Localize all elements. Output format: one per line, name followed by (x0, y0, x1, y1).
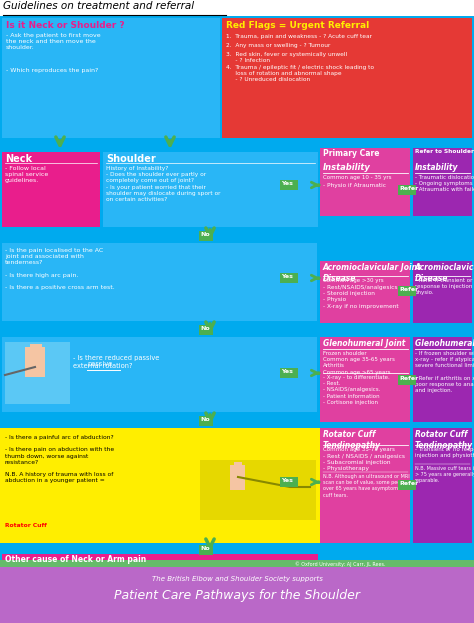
Text: Refer: Refer (399, 186, 418, 191)
Text: - Traumatic dislocation
- Ongoing symptoms
- Atraumatic with failed physio: - Traumatic dislocation - Ongoing sympto… (415, 175, 474, 193)
Text: - Rest/NSAIDS/analgesics
- Steroid injection
- Physio
- X-ray if no improvement: - Rest/NSAIDS/analgesics - Steroid injec… (323, 285, 399, 308)
Bar (5, 342, 70, 404)
Bar (199, 416, 213, 426)
Text: Glenohumeral Joint: Glenohumeral Joint (323, 339, 405, 348)
Text: passive: passive (87, 361, 112, 367)
Text: - Is the pain localised to the AC
joint and associated with
tenderness?

- Is th: - Is the pain localised to the AC joint … (5, 248, 115, 290)
Text: Common age 10 - 35 yrs: Common age 10 - 35 yrs (323, 175, 392, 180)
Bar (280, 477, 298, 487)
Text: Acromioclavicular Joint
Disease: Acromioclavicular Joint Disease (323, 263, 422, 283)
Text: Glenohumeral Joint: Glenohumeral Joint (415, 339, 474, 348)
Text: Frozen shoulder
Common age 35-65 years
Arthritis
Common age >65 years: Frozen shoulder Common age 35-65 years A… (323, 351, 395, 374)
Bar (222, 18, 472, 138)
Text: Yes: Yes (281, 478, 293, 483)
Bar (0, 428, 320, 543)
Bar (199, 325, 213, 335)
Text: Rotator Cuff: Rotator Cuff (5, 523, 47, 528)
Text: Shoulder: Shoulder (106, 154, 156, 164)
Bar (320, 337, 410, 422)
Bar (413, 337, 472, 422)
Text: Yes: Yes (281, 274, 293, 279)
Bar (230, 465, 245, 490)
Text: Is it Neck or Shoulder ?: Is it Neck or Shoulder ? (6, 21, 125, 30)
Bar (2, 18, 220, 138)
Text: Yes: Yes (281, 369, 293, 374)
Bar (2, 554, 318, 568)
Bar (280, 180, 298, 190)
Text: Refer: Refer (399, 481, 418, 486)
Text: Common age >30 yrs: Common age >30 yrs (323, 278, 383, 283)
Bar (413, 428, 472, 543)
Text: Guidelines on treatment and referral: Guidelines on treatment and referral (3, 1, 194, 11)
Bar (398, 185, 416, 195)
Bar (103, 152, 318, 227)
Text: © Oxford University: AJ Carr, JL Rees.: © Oxford University: AJ Carr, JL Rees. (295, 561, 385, 567)
Bar (234, 462, 242, 470)
Text: Refer to Shoulder Clinic: Refer to Shoulder Clinic (415, 149, 474, 154)
Bar (398, 375, 416, 385)
Bar (398, 286, 416, 296)
Bar (25, 347, 45, 377)
Text: Refer: Refer (399, 287, 418, 292)
Text: 3.  Red skin, fever or systemically unwell
     - ? Infection: 3. Red skin, fever or systemically unwel… (226, 52, 347, 63)
Bar (320, 148, 410, 161)
Text: Rotator Cuff
Tendinopathy: Rotator Cuff Tendinopathy (323, 430, 381, 450)
Bar (320, 261, 410, 323)
Text: Common age 35-75 years: Common age 35-75 years (323, 447, 395, 452)
Text: Patient Care Pathways for the Shoulder: Patient Care Pathways for the Shoulder (114, 589, 360, 602)
Text: Neck: Neck (5, 154, 32, 164)
Text: - X-ray - to differentiate.
- Rest.
- NSAIDS/analgesics.
- Patient information
-: - X-ray - to differentiate. - Rest. - NS… (323, 375, 390, 405)
Text: - Ask the patient to first move
the neck and then move the
shoulder.: - Ask the patient to first move the neck… (6, 33, 100, 50)
Text: - If frozen shoulder with normal
x-ray - refer if atypical and/or
severe functio: - If frozen shoulder with normal x-ray -… (415, 351, 474, 393)
Bar (280, 368, 298, 378)
Bar (413, 161, 472, 216)
Bar (320, 428, 410, 543)
Text: - Refer if transient or no
response to injection and
physio.: - Refer if transient or no response to i… (415, 278, 474, 295)
Text: Instability: Instability (323, 163, 371, 172)
Bar (0, 560, 474, 567)
Text: - Which reproduces the pain?: - Which reproduces the pain? (6, 68, 99, 73)
Text: No: No (200, 417, 210, 422)
Text: Other cause of Neck or Arm pain: Other cause of Neck or Arm pain (5, 555, 146, 564)
Text: History of Instability?
- Does the shoulder ever partly or
completely come out o: History of Instability? - Does the shoul… (106, 166, 220, 202)
Text: - Is there reduced passive
external rotation?: - Is there reduced passive external rota… (73, 355, 159, 368)
Text: Red Flags = Urgent Referral: Red Flags = Urgent Referral (226, 21, 369, 30)
Bar (200, 460, 316, 520)
Bar (199, 545, 213, 555)
Text: Yes: Yes (281, 181, 293, 186)
Text: - Transient or no response to
injection and physiotherapy: - Transient or no response to injection … (415, 447, 474, 458)
Text: 1.  Trauma, pain and weakness - ? Acute cuff tear: 1. Trauma, pain and weakness - ? Acute c… (226, 34, 372, 39)
Text: No: No (200, 326, 210, 331)
Bar (30, 344, 42, 354)
Bar (2, 432, 197, 540)
Text: Acromioclavicular Joint
Disease: Acromioclavicular Joint Disease (415, 263, 474, 283)
Bar (398, 480, 416, 490)
Bar (2, 337, 317, 412)
Text: Refer: Refer (399, 376, 418, 381)
Bar (413, 261, 472, 323)
Text: - Follow local
spinal service
guidelines.: - Follow local spinal service guidelines… (5, 166, 48, 183)
Bar (2, 243, 317, 321)
Text: - Physio if Atraumatic: - Physio if Atraumatic (323, 183, 386, 188)
Bar (0, 16, 474, 564)
Text: - Rest / NSAIDS / analgesics
- Subacromial injection
- Physiotherapy: - Rest / NSAIDS / analgesics - Subacromi… (323, 454, 405, 472)
Text: Primary Care: Primary Care (323, 149, 380, 158)
Bar (320, 161, 410, 216)
Bar (280, 273, 298, 283)
Bar (0, 0, 474, 16)
Text: 4.  Trauma / epileptic fit / electric shock leading to
     loss of rotation and: 4. Trauma / epileptic fit / electric sho… (226, 65, 374, 82)
Text: No: No (200, 546, 210, 551)
Text: Rotator Cuff
Tendinopathy: Rotator Cuff Tendinopathy (415, 430, 473, 450)
Text: The British Elbow and Shoulder Society supports: The British Elbow and Shoulder Society s… (152, 576, 322, 582)
Bar (2, 152, 100, 227)
Text: No: No (200, 232, 210, 237)
Bar (199, 231, 213, 241)
Text: N.B. Massive cuff tears in patients
> 75 years are generally not
reparable.: N.B. Massive cuff tears in patients > 75… (415, 466, 474, 483)
Text: 2.  Any mass or swelling - ? Tumour: 2. Any mass or swelling - ? Tumour (226, 43, 330, 48)
Bar (0, 567, 474, 623)
Text: Instability: Instability (415, 163, 458, 172)
Bar (413, 148, 472, 161)
Text: N.B. Although an ultrasound or MRI
scan can be of value, some people
over 65 yea: N.B. Although an ultrasound or MRI scan … (323, 474, 410, 498)
Text: - Is there a painful arc of abduction?

- Is there pain on abduction with the
th: - Is there a painful arc of abduction? -… (5, 435, 114, 483)
